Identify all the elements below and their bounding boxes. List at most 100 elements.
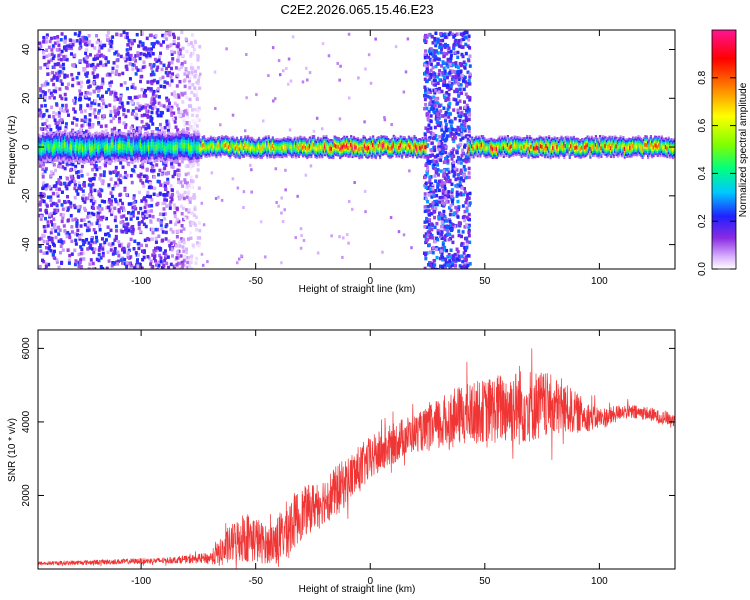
spectrogram-cell [423, 53, 427, 57]
spectrogram-cell [150, 166, 154, 170]
spectrogram-cell [159, 43, 163, 47]
spectrogram-cell [168, 70, 172, 75]
spectrogram-cell [164, 193, 168, 197]
spectrogram-cell [427, 138, 431, 142]
spectrogram-cell [86, 215, 90, 219]
spectrogram-cell [185, 127, 189, 131]
spectrogram-cell [352, 143, 356, 148]
spectrogram-cell [451, 137, 455, 141]
spectrogram-cell [67, 182, 71, 187]
spectrogram-cell [201, 263, 205, 267]
spectrogram-cell [169, 220, 173, 224]
spectrogram-cell [163, 166, 167, 171]
spectrogram-cell [457, 229, 461, 233]
spectrogram-cell [87, 79, 91, 84]
spectrogram-cell [449, 53, 453, 58]
spectrogram-cell [437, 157, 441, 162]
spectrogram-cell [121, 206, 125, 210]
spectrogram-cell [176, 190, 180, 194]
spectrogram-cell [198, 228, 202, 233]
spectrogram-cell [455, 168, 459, 172]
spectrogram-cell [66, 248, 70, 252]
spectrogram-cell [450, 157, 454, 161]
spectrogram-cell [436, 75, 440, 79]
spectrogram-cell [81, 36, 85, 40]
spectrogram-cell [431, 100, 435, 104]
spectrogram-cell [99, 264, 103, 269]
spectrogram-cell [128, 96, 132, 100]
spectrogram-cell [149, 259, 153, 264]
spectrogram-cell [502, 146, 505, 151]
spectrogram-cell [167, 64, 171, 69]
spectrogram-cell [98, 177, 102, 181]
spectrogram-cell [159, 183, 163, 187]
spectrogram-cell [118, 243, 122, 248]
spectrogram-cell [179, 142, 182, 149]
spectrogram-cell [169, 144, 173, 151]
spectrogram-cell [128, 57, 132, 61]
spectrogram-cell [131, 124, 135, 129]
spectrogram-cell [355, 145, 358, 150]
spectrogram-cell [444, 112, 448, 117]
spectrogram-cell [446, 97, 450, 101]
spectrogram-cell [458, 44, 462, 49]
spectrogram-cell [77, 81, 81, 86]
spectrogram-cell [447, 105, 451, 109]
spectrogram-cell [304, 145, 307, 150]
spectrogram-cell [479, 145, 482, 150]
spectrogram-cell [206, 260, 209, 264]
spectrogram-cell [84, 144, 87, 151]
spectrogram-cell [460, 111, 464, 115]
spectrogram-cell [243, 129, 247, 133]
spectrogram-cell [44, 262, 48, 266]
spectrogram-cell [169, 75, 173, 79]
spectrogram-cell [97, 145, 100, 151]
spectrogram-cell [434, 239, 438, 244]
spectrogram-cell [74, 238, 78, 243]
spectrogram-cell [60, 190, 64, 194]
spectrogram-cell [193, 107, 197, 112]
spectrogram-cell [69, 205, 73, 209]
spectrogram-cell [465, 206, 469, 210]
spectrogram-cell [165, 171, 169, 176]
spectrogram-cell [91, 71, 95, 75]
spectrogram-cell [426, 115, 430, 120]
spectrogram-cell [152, 256, 156, 261]
spectrogram-cell [85, 74, 89, 78]
spectrogram-cell [170, 49, 174, 54]
spectrogram-cell [429, 187, 433, 191]
spectrogram-cell [501, 143, 504, 148]
spectrogram-cell [323, 144, 327, 149]
spectrogram-cell [142, 91, 146, 95]
spectrogram-cell [118, 193, 122, 197]
spectrogram-cell [98, 208, 102, 212]
spectrogram-cell [112, 105, 116, 110]
spectrogram-cell [220, 142, 224, 147]
spectrogram-cell [171, 72, 175, 76]
spectrogram-cell [85, 60, 89, 65]
spectrogram-cell [163, 217, 167, 221]
spectrogram-cell [366, 147, 369, 151]
spectrogram-cell [454, 177, 458, 182]
spectrogram-cell [93, 101, 97, 106]
spectrogram-cell [432, 160, 436, 164]
spectrogram-cell [438, 42, 442, 47]
spectrogram-cell [40, 146, 43, 153]
spectrogram-cell [434, 206, 438, 211]
spectrogram-cell [230, 144, 233, 149]
spectrogram-cell [175, 250, 179, 254]
spectrogram-cell [435, 110, 439, 114]
spectrogram-cell [64, 184, 68, 189]
spectrogram-cell [143, 238, 147, 243]
spectrogram-cell [149, 161, 153, 166]
spectrogram-cell [450, 190, 454, 194]
spectrogram-cell [428, 178, 432, 183]
spectrogram-cell [66, 207, 70, 211]
spectrogram-cell [195, 227, 199, 232]
spectrogram-cell [459, 125, 463, 129]
spectrogram-cell [56, 62, 60, 66]
spectrogram-cell [139, 68, 143, 72]
spectrogram-cell [166, 190, 170, 195]
spectrogram-cell [425, 197, 429, 202]
spectrogram-cell [464, 115, 468, 120]
